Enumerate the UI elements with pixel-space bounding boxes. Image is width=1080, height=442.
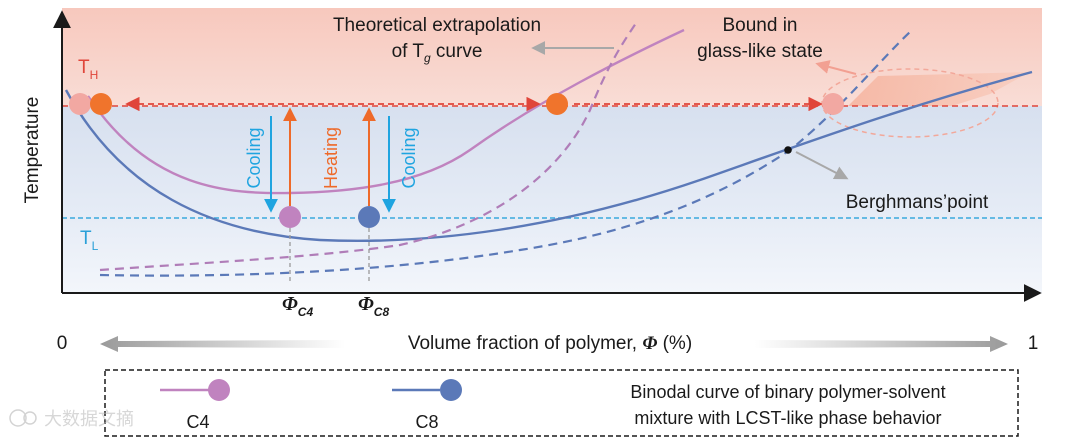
c8-binodal-curve	[64, 70, 1033, 243]
cooling-label-left: Cooling	[244, 127, 264, 188]
watermark-text: 大数据文摘	[44, 409, 134, 430]
th-label: TH	[78, 57, 98, 82]
bound-arrow	[815, 60, 857, 75]
c4-binodal-curve	[86, 28, 685, 195]
dot-th-left-orange	[90, 93, 112, 115]
x-decrease-arrow	[100, 336, 345, 352]
berghmans-arrow	[795, 151, 849, 180]
legend-box	[104, 369, 1019, 437]
c4-tg-curve	[99, 19, 639, 272]
y-axis-label: Temperature	[22, 97, 43, 204]
bound-label-line2: glass-like state	[697, 41, 823, 62]
legend-c8-label: C8	[415, 412, 438, 432]
x-axis-label: Volume fraction of polymer, Φ (%)	[408, 333, 692, 354]
glass-region	[848, 72, 1030, 106]
phi-c8-label: ΦC8	[358, 293, 389, 319]
x-min-label: 0	[57, 333, 68, 354]
heating-label: Heating	[321, 127, 341, 189]
dot-th-right-pink	[822, 93, 844, 115]
legend-c8-dot	[440, 379, 462, 401]
dot-c4-phi	[279, 206, 301, 228]
legend-desc-line1: Binodal curve of binary polymer-solvent	[630, 382, 945, 402]
dot-c8-phi	[358, 206, 380, 228]
berghmans-point	[784, 146, 792, 154]
phi-c4-label: ΦC4	[282, 293, 313, 319]
dot-th-left-pink	[69, 93, 91, 115]
berghmans-label: Berghmans’point	[846, 192, 989, 213]
cooling-label-right: Cooling	[399, 127, 419, 188]
x-max-label: 1	[1028, 333, 1039, 354]
legend-c4-dot	[208, 379, 230, 401]
bound-label-line1: Bound in	[722, 15, 797, 36]
legend-c4-label: C4	[186, 412, 209, 432]
watermark-logo-icon	[9, 409, 27, 427]
x-increase-arrow	[755, 336, 1008, 352]
watermark: 大数据文摘	[9, 409, 134, 430]
tl-label: TL	[80, 228, 99, 253]
theory-label-line1: Theoretical extrapolation	[333, 15, 541, 36]
legend-desc-line2: mixture with LCST-like phase behavior	[634, 408, 941, 428]
theory-label-line2: of Tg curve	[392, 41, 483, 65]
dot-th-c4-orange	[546, 93, 568, 115]
